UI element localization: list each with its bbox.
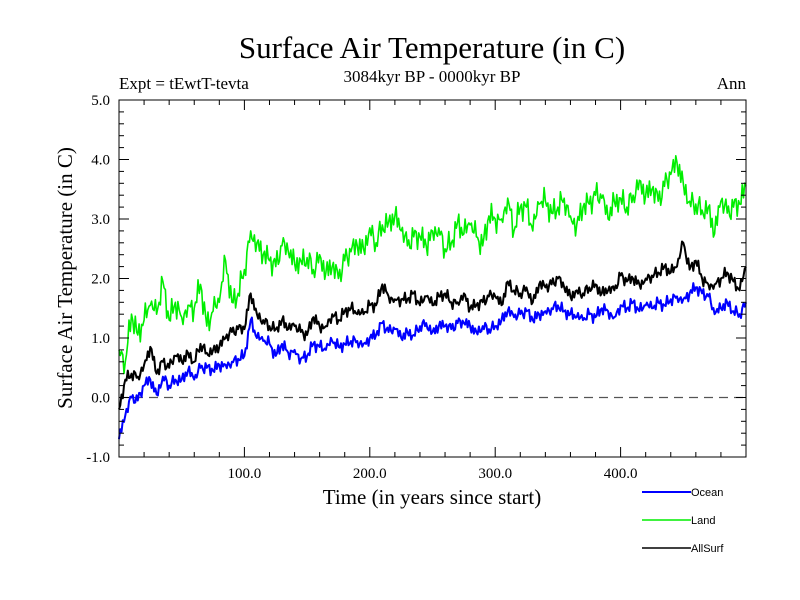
y-tick-label: 5.0 — [91, 93, 110, 109]
series-line-land — [118, 155, 747, 375]
legend-item-ocean: Ocean — [642, 487, 723, 499]
x-tick-label: 100.0 — [228, 466, 262, 482]
series-line-allsurf — [118, 240, 747, 410]
y-axis-label: Surface Air Temperature (in C) — [53, 147, 77, 409]
chart-title: Surface Air Temperature (in C) — [239, 30, 625, 65]
y-tick-label: 1.0 — [91, 331, 110, 347]
period-label: Ann — [717, 74, 747, 93]
y-tick-label: 2.0 — [91, 272, 110, 288]
legend-item-allsurf: AllSurf — [642, 543, 724, 555]
legend: Ocean Land AllSurf — [642, 487, 724, 555]
series-line-ocean — [118, 282, 747, 440]
y-tick-label: 3.0 — [91, 212, 110, 228]
y-tick-label: -1.0 — [86, 450, 110, 466]
y-tick-label: 0.0 — [91, 391, 110, 407]
x-axis-label: Time (in years since start) — [323, 485, 542, 509]
x-tick-label: 400.0 — [604, 466, 638, 482]
y-tick-label: 4.0 — [91, 153, 110, 169]
legend-label-allsurf: AllSurf — [691, 543, 724, 555]
axis-layer — [118, 99, 747, 458]
x-tick-label: 200.0 — [353, 466, 387, 482]
series-layer — [118, 155, 747, 440]
legend-label-ocean: Ocean — [691, 487, 723, 499]
chart-subtitle: 3084kyr BP - 0000kyr BP — [344, 67, 521, 86]
experiment-label: Expt = tEwtT-tevta — [119, 74, 249, 93]
tick-label-layer: 100.0 200.0 300.0 400.0 -1.0 0.0 1.0 2.0 3.0 4.0 5… — [86, 93, 637, 482]
legend-label-land: Land — [691, 515, 715, 527]
legend-item-land: Land — [642, 515, 715, 527]
x-tick-label: 300.0 — [478, 466, 512, 482]
